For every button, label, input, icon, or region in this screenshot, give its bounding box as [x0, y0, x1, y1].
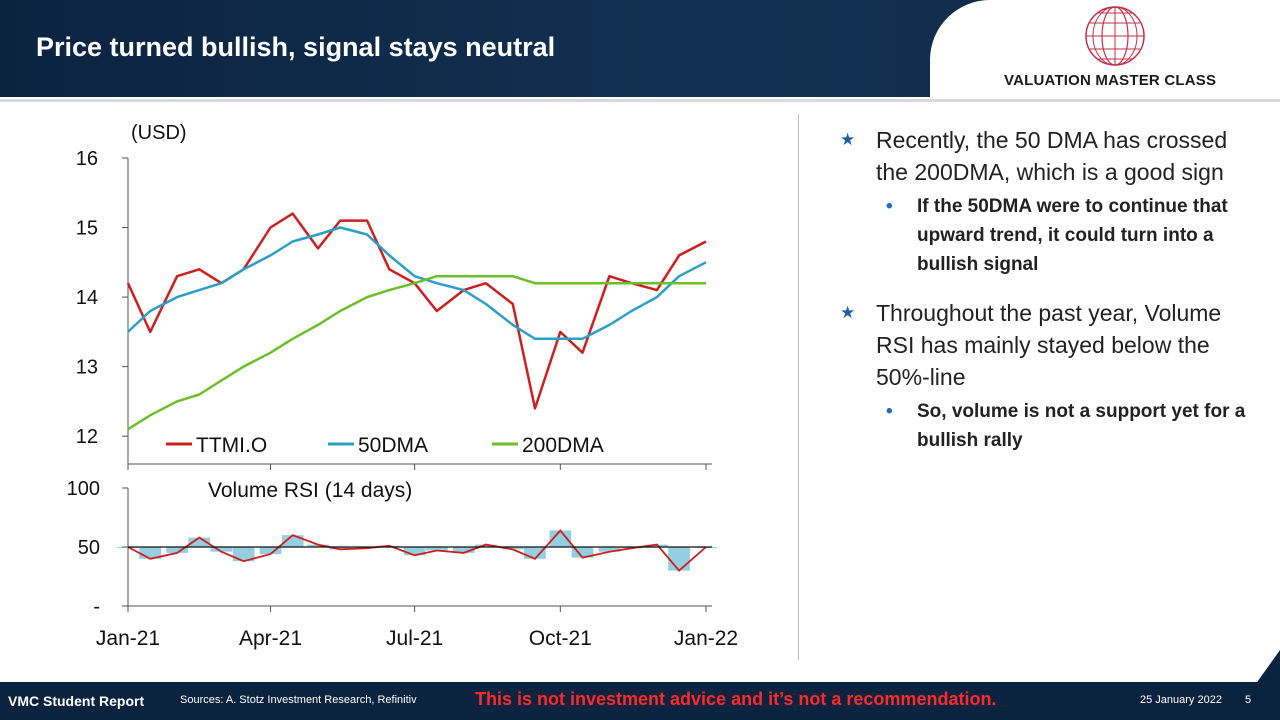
rsi-bar: [329, 547, 352, 550]
sub-bullet-1: • If the 50DMA were to continue that upw…: [836, 192, 1256, 279]
rsi-bar: [549, 530, 572, 547]
chart-area: 16 15 14 13 12 (USD) TTMI.O 50DMA 200DMA 100 50 - V…: [67, 122, 738, 650]
star-bullet-icon: ★: [840, 130, 856, 149]
footer-date: 25 January 2022: [1140, 694, 1222, 706]
price-unit-label: (USD): [131, 122, 187, 144]
x-tick-label: Jan-22: [674, 627, 738, 650]
dot-bullet-icon: •: [886, 196, 893, 217]
rsi-bar: [259, 547, 282, 555]
price-y-tick-label: 16: [76, 148, 98, 170]
series-line-50dma: [127, 226, 707, 341]
rsi-y-tick-label: -: [93, 596, 100, 618]
logo-area: [930, 0, 1280, 97]
page-title: Price turned bullish, signal stays neutr…: [36, 32, 556, 62]
sub-bullet-1-text: If the 50DMA were to continue that upwar…: [917, 196, 1228, 275]
bullet-2-text: Throughout the past year, Volume RSI has…: [876, 300, 1222, 390]
rsi-bar: [452, 547, 475, 553]
page-number: 5: [1245, 694, 1252, 706]
rsi-line: [127, 529, 707, 572]
sub-bullet-2: • So, volume is not a support yet for a …: [836, 397, 1256, 455]
rsi-bar: [668, 547, 690, 571]
header-divider: [0, 99, 1280, 102]
logo-text: VALUATION MASTER CLASS: [1004, 72, 1217, 89]
rsi-chart: 100 50 - Volume RSI (14 days) Jan-21 Apr-21 Ju…: [67, 478, 738, 650]
x-tick-label: Jul-21: [386, 627, 443, 650]
rsi-bar: [166, 547, 188, 553]
bullet-1: ★ Recently, the 50 DMA has crossed the 2…: [836, 124, 1256, 188]
globe-logo-icon: [1085, 6, 1145, 66]
bullet-1-text: Recently, the 50 DMA has crossed the 200…: [876, 127, 1228, 185]
price-y-tick-label: 13: [76, 357, 98, 379]
rsi-bar: [139, 547, 161, 559]
x-tick-label: Jan-21: [96, 627, 160, 650]
dot-bullet-icon: •: [886, 401, 893, 422]
series-line-200dma: [127, 274, 706, 431]
rsi-bar: [281, 535, 304, 547]
price-y-tick-label: 12: [76, 426, 98, 448]
rsi-bar: [426, 547, 448, 551]
rsi-bar: [232, 547, 255, 562]
rsi-y-tick-label: 100: [67, 478, 100, 500]
legend-label: TTMI.O: [196, 434, 267, 457]
price-y-tick-label: 14: [76, 287, 98, 309]
rsi-bar: [598, 547, 621, 552]
rsi-bar: [571, 547, 594, 558]
rsi-y-tick-label: 50: [78, 537, 100, 559]
footer-sources: Sources: A. Stotz Investment Research, R…: [180, 694, 417, 706]
commentary: ★ Recently, the 50 DMA has crossed the 2…: [836, 124, 1256, 455]
price-chart: 16 15 14 13 12 (USD) TTMI.O 50DMA 200DMA: [76, 122, 712, 470]
rsi-bar: [307, 544, 329, 547]
rsi-bar: [475, 544, 497, 547]
footer-disclaimer: This is not investment advice and it’s n…: [475, 689, 997, 709]
rsi-bar: [502, 547, 524, 550]
series-line-ttmi-o: [126, 212, 707, 410]
rsi-bar: [188, 537, 211, 547]
legend-label: 200DMA: [522, 434, 604, 457]
x-tick-label: Oct-21: [529, 627, 592, 650]
sub-bullet-2-text: So, volume is not a support yet for a bu…: [917, 401, 1246, 451]
bullet-2: ★ Throughout the past year, Volume RSI h…: [836, 297, 1256, 393]
vertical-divider: [798, 114, 799, 660]
rsi-bar: [524, 547, 546, 559]
rsi-bar: [403, 547, 426, 556]
x-tick-label: Apr-21: [239, 627, 302, 650]
footer-report-name: VMC Student Report: [8, 693, 145, 709]
footer-bar: VMC Student Report Sources: A. Stotz Inv…: [0, 682, 1280, 720]
legend-label: 50DMA: [358, 434, 428, 457]
rsi-title: Volume RSI (14 days): [208, 479, 412, 502]
star-bullet-icon: ★: [840, 303, 856, 322]
rsi-bar: [210, 547, 233, 552]
price-y-tick-label: 15: [76, 218, 98, 240]
